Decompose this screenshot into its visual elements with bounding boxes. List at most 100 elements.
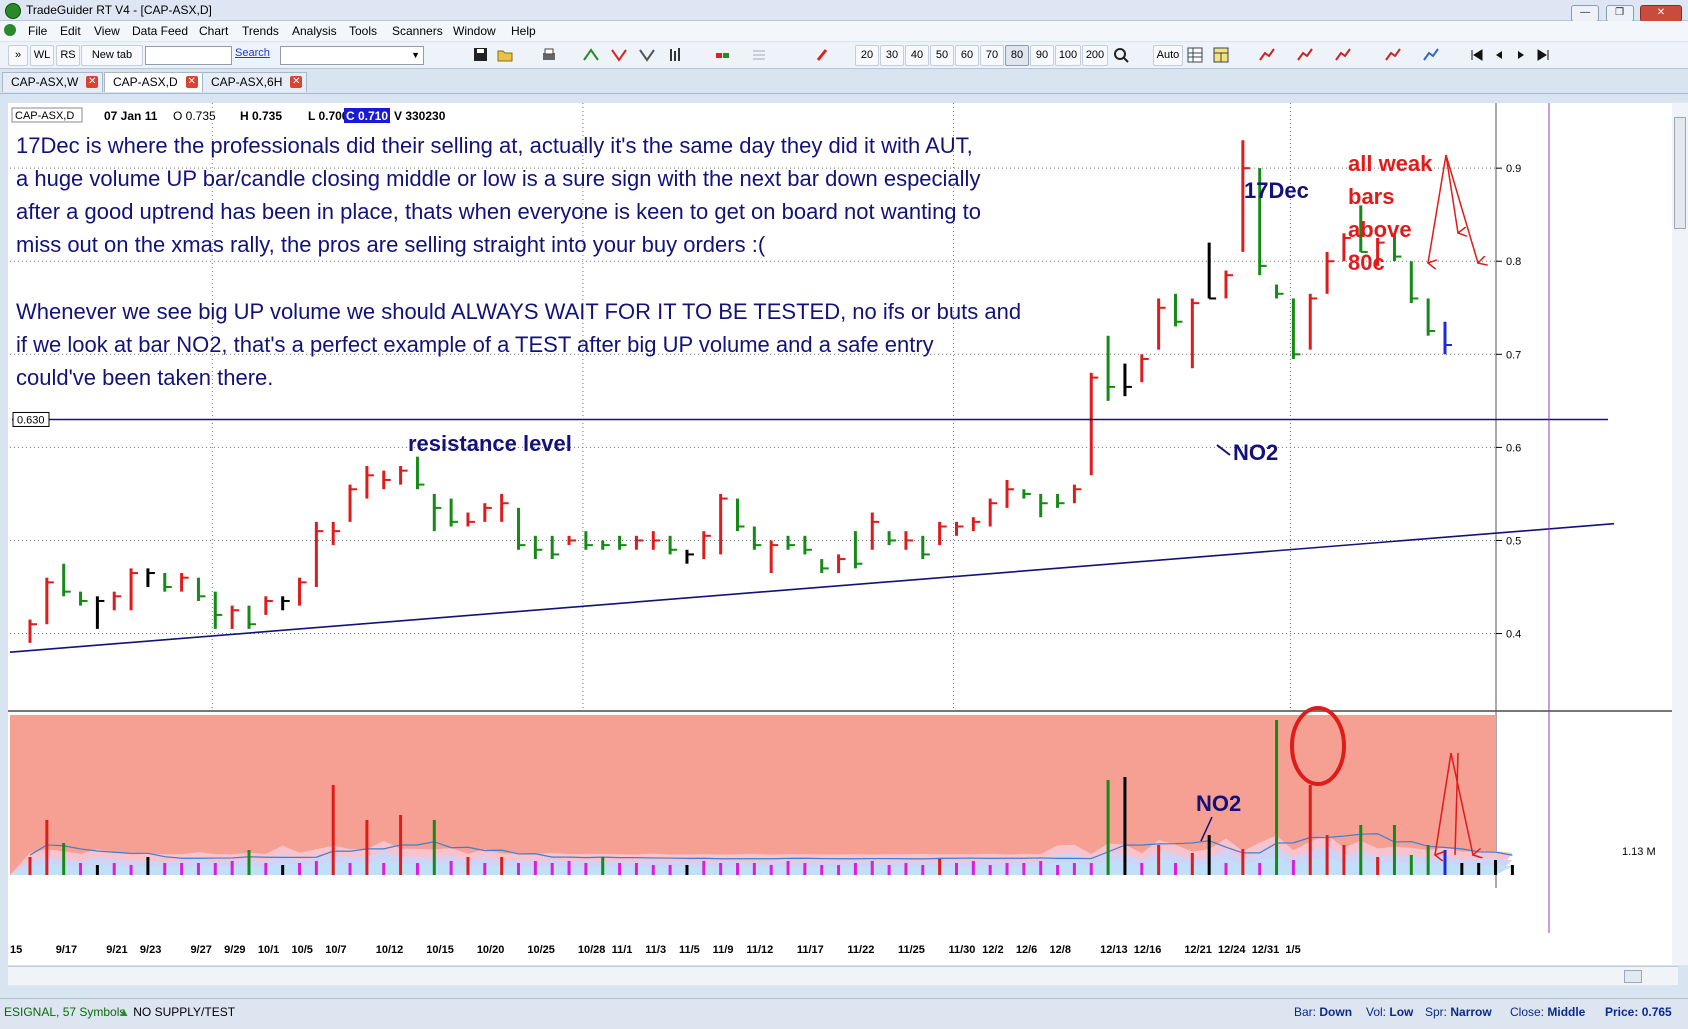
- annotation-line: miss out on the xmas rally, the pros are…: [16, 232, 766, 257]
- vertical-scroll-thumb[interactable]: [1674, 117, 1686, 229]
- draw-pin-icon[interactable]: [814, 46, 832, 64]
- volume-band-inner: [10, 856, 1513, 875]
- auto-button[interactable]: Auto: [1153, 45, 1183, 66]
- bar-down-icon[interactable]: [610, 46, 628, 64]
- tab-cap-asx-d[interactable]: CAP-ASX,D ✕: [104, 72, 203, 92]
- period-100-button[interactable]: 100: [1055, 45, 1081, 66]
- expand-icon[interactable]: »: [8, 45, 28, 66]
- search-dropdown[interactable]: ▼: [280, 46, 424, 65]
- tab-cap-asx-w[interactable]: CAP-ASX,W ✕: [2, 72, 104, 92]
- date-tick-label: 10/25: [527, 944, 555, 956]
- rs-button[interactable]: RS: [56, 45, 80, 66]
- minimize-button[interactable]: —: [1571, 5, 1600, 22]
- prev-bar-icon[interactable]: [1490, 46, 1508, 64]
- date-tick-label: 10/28: [578, 944, 606, 956]
- resistance-value: 0.630: [17, 414, 45, 426]
- date-tick-label: 11/9: [713, 944, 734, 956]
- date-tick-label: 9/23: [140, 944, 161, 956]
- period-20-button[interactable]: 20: [855, 45, 879, 66]
- period-80-button[interactable]: 80: [1005, 45, 1029, 66]
- close-icon[interactable]: ✕: [290, 76, 303, 88]
- bar-status: Bar: Down: [1294, 1005, 1352, 1019]
- price-tick-label: 0.6: [1506, 442, 1521, 454]
- signals-icon[interactable]: [714, 46, 732, 64]
- period-30-button[interactable]: 30: [880, 45, 904, 66]
- trend-tool-1-icon[interactable]: [1258, 46, 1276, 64]
- volume-background: [10, 715, 1496, 875]
- signal-text: NO SUPPLY/TEST: [133, 1005, 236, 1019]
- search-link[interactable]: Search: [235, 47, 270, 59]
- trend-tool-4-icon[interactable]: [1384, 46, 1402, 64]
- annotation-line: if we look at bar NO2, that's a perfect …: [16, 332, 934, 357]
- menu-view[interactable]: View: [94, 24, 120, 38]
- menu-edit[interactable]: Edit: [60, 24, 81, 38]
- layout-icon[interactable]: [1212, 46, 1230, 64]
- new-tab-button[interactable]: New tab: [81, 45, 143, 66]
- vol-status-label: Vol:: [1366, 1005, 1387, 1019]
- menu-chart[interactable]: Chart: [199, 24, 229, 38]
- period-50-button[interactable]: 50: [930, 45, 954, 66]
- symbol-input[interactable]: [145, 46, 232, 65]
- support-trendline[interactable]: [9, 522, 1615, 653]
- ohlc-icon[interactable]: [666, 46, 684, 64]
- close-button[interactable]: ✕: [1640, 5, 1682, 22]
- period-70-button[interactable]: 70: [980, 45, 1004, 66]
- bar-status-value: Down: [1319, 1005, 1353, 1019]
- restore-button[interactable]: ❐: [1605, 5, 1634, 22]
- menu-trends[interactable]: Trends: [242, 24, 279, 38]
- bar-up-icon[interactable]: [582, 46, 600, 64]
- period-200-button[interactable]: 200: [1082, 45, 1108, 66]
- date-tick-label: 11/17: [797, 944, 824, 956]
- menu-analysis[interactable]: Analysis: [292, 24, 337, 38]
- date-tick-label: 11/22: [847, 944, 874, 956]
- grid-lines: [8, 103, 1672, 888]
- trend-tool-3-icon[interactable]: [1334, 46, 1352, 64]
- vertical-scrollbar[interactable]: [1672, 103, 1688, 965]
- menu-scanners[interactable]: Scanners: [392, 24, 443, 38]
- trend-tool-2-icon[interactable]: [1296, 46, 1314, 64]
- wl-button[interactable]: WL: [30, 45, 54, 66]
- app-menu-icon[interactable]: [4, 24, 16, 36]
- chart-area[interactable]: CAP-ASX,D 07 Jan 11 O 0.735 H 0.735 L 0.…: [8, 103, 1678, 965]
- grid-toggle-icon[interactable]: [750, 46, 768, 64]
- print-icon[interactable]: [540, 46, 558, 64]
- price-status: Price: 0.765: [1605, 1005, 1672, 1019]
- date-tick-label: 12/2: [982, 944, 1003, 956]
- menu-tools[interactable]: Tools: [349, 24, 378, 38]
- tab-cap-asx-6h[interactable]: CAP-ASX,6H ✕: [202, 72, 308, 92]
- date-tick-label: 1/5: [1285, 944, 1300, 956]
- menu-data-feed[interactable]: Data Feed: [132, 24, 189, 38]
- horizontal-scrollbar[interactable]: [8, 966, 1678, 985]
- period-60-button[interactable]: 60: [955, 45, 979, 66]
- spr-status-value: Narrow: [1450, 1005, 1492, 1019]
- period-40-button[interactable]: 40: [905, 45, 929, 66]
- date-tick-label: 10/5: [292, 944, 313, 956]
- close-status-label: Close:: [1510, 1005, 1545, 1019]
- menu-file[interactable]: File: [28, 24, 48, 38]
- zoom-icon[interactable]: [1112, 46, 1130, 64]
- signal-status: ▲ NO SUPPLY/TEST: [118, 1005, 235, 1019]
- open-icon[interactable]: [496, 46, 514, 64]
- price-status-value: 0.765: [1641, 1005, 1672, 1019]
- menu-window[interactable]: Window: [453, 24, 496, 38]
- close-icon[interactable]: ✕: [86, 76, 99, 88]
- weak-volume-arrows: [1435, 752, 1473, 855]
- weak-bars-note: all weak bars above 80c: [1348, 151, 1433, 275]
- toolbar: » WL RS New tab Search ▼ 20 30 40 50 60 …: [0, 42, 1688, 69]
- next-bar-icon[interactable]: [1512, 46, 1530, 64]
- first-bar-icon[interactable]: [1468, 46, 1486, 64]
- period-90-button[interactable]: 90: [1030, 45, 1054, 66]
- date-tick-label: 11/1: [612, 944, 633, 956]
- last-bar-icon[interactable]: [1534, 46, 1552, 64]
- menu-help[interactable]: Help: [511, 24, 536, 38]
- horizontal-scroll-thumb[interactable]: [1624, 970, 1642, 983]
- save-icon[interactable]: [472, 46, 490, 64]
- table-icon[interactable]: [1186, 46, 1204, 64]
- trend-tool-5-icon[interactable]: [1422, 46, 1440, 64]
- price-volume-chart[interactable]: CAP-ASX,D 07 Jan 11 O 0.735 H 0.735 L 0.…: [8, 103, 1672, 965]
- close-icon[interactable]: ✕: [185, 76, 198, 88]
- price-tick-label: 0.5: [1506, 535, 1521, 547]
- volume-moving-average: [29, 833, 1513, 860]
- date-tick-label: 11/5: [679, 944, 700, 956]
- bar-neutral-icon[interactable]: [638, 46, 656, 64]
